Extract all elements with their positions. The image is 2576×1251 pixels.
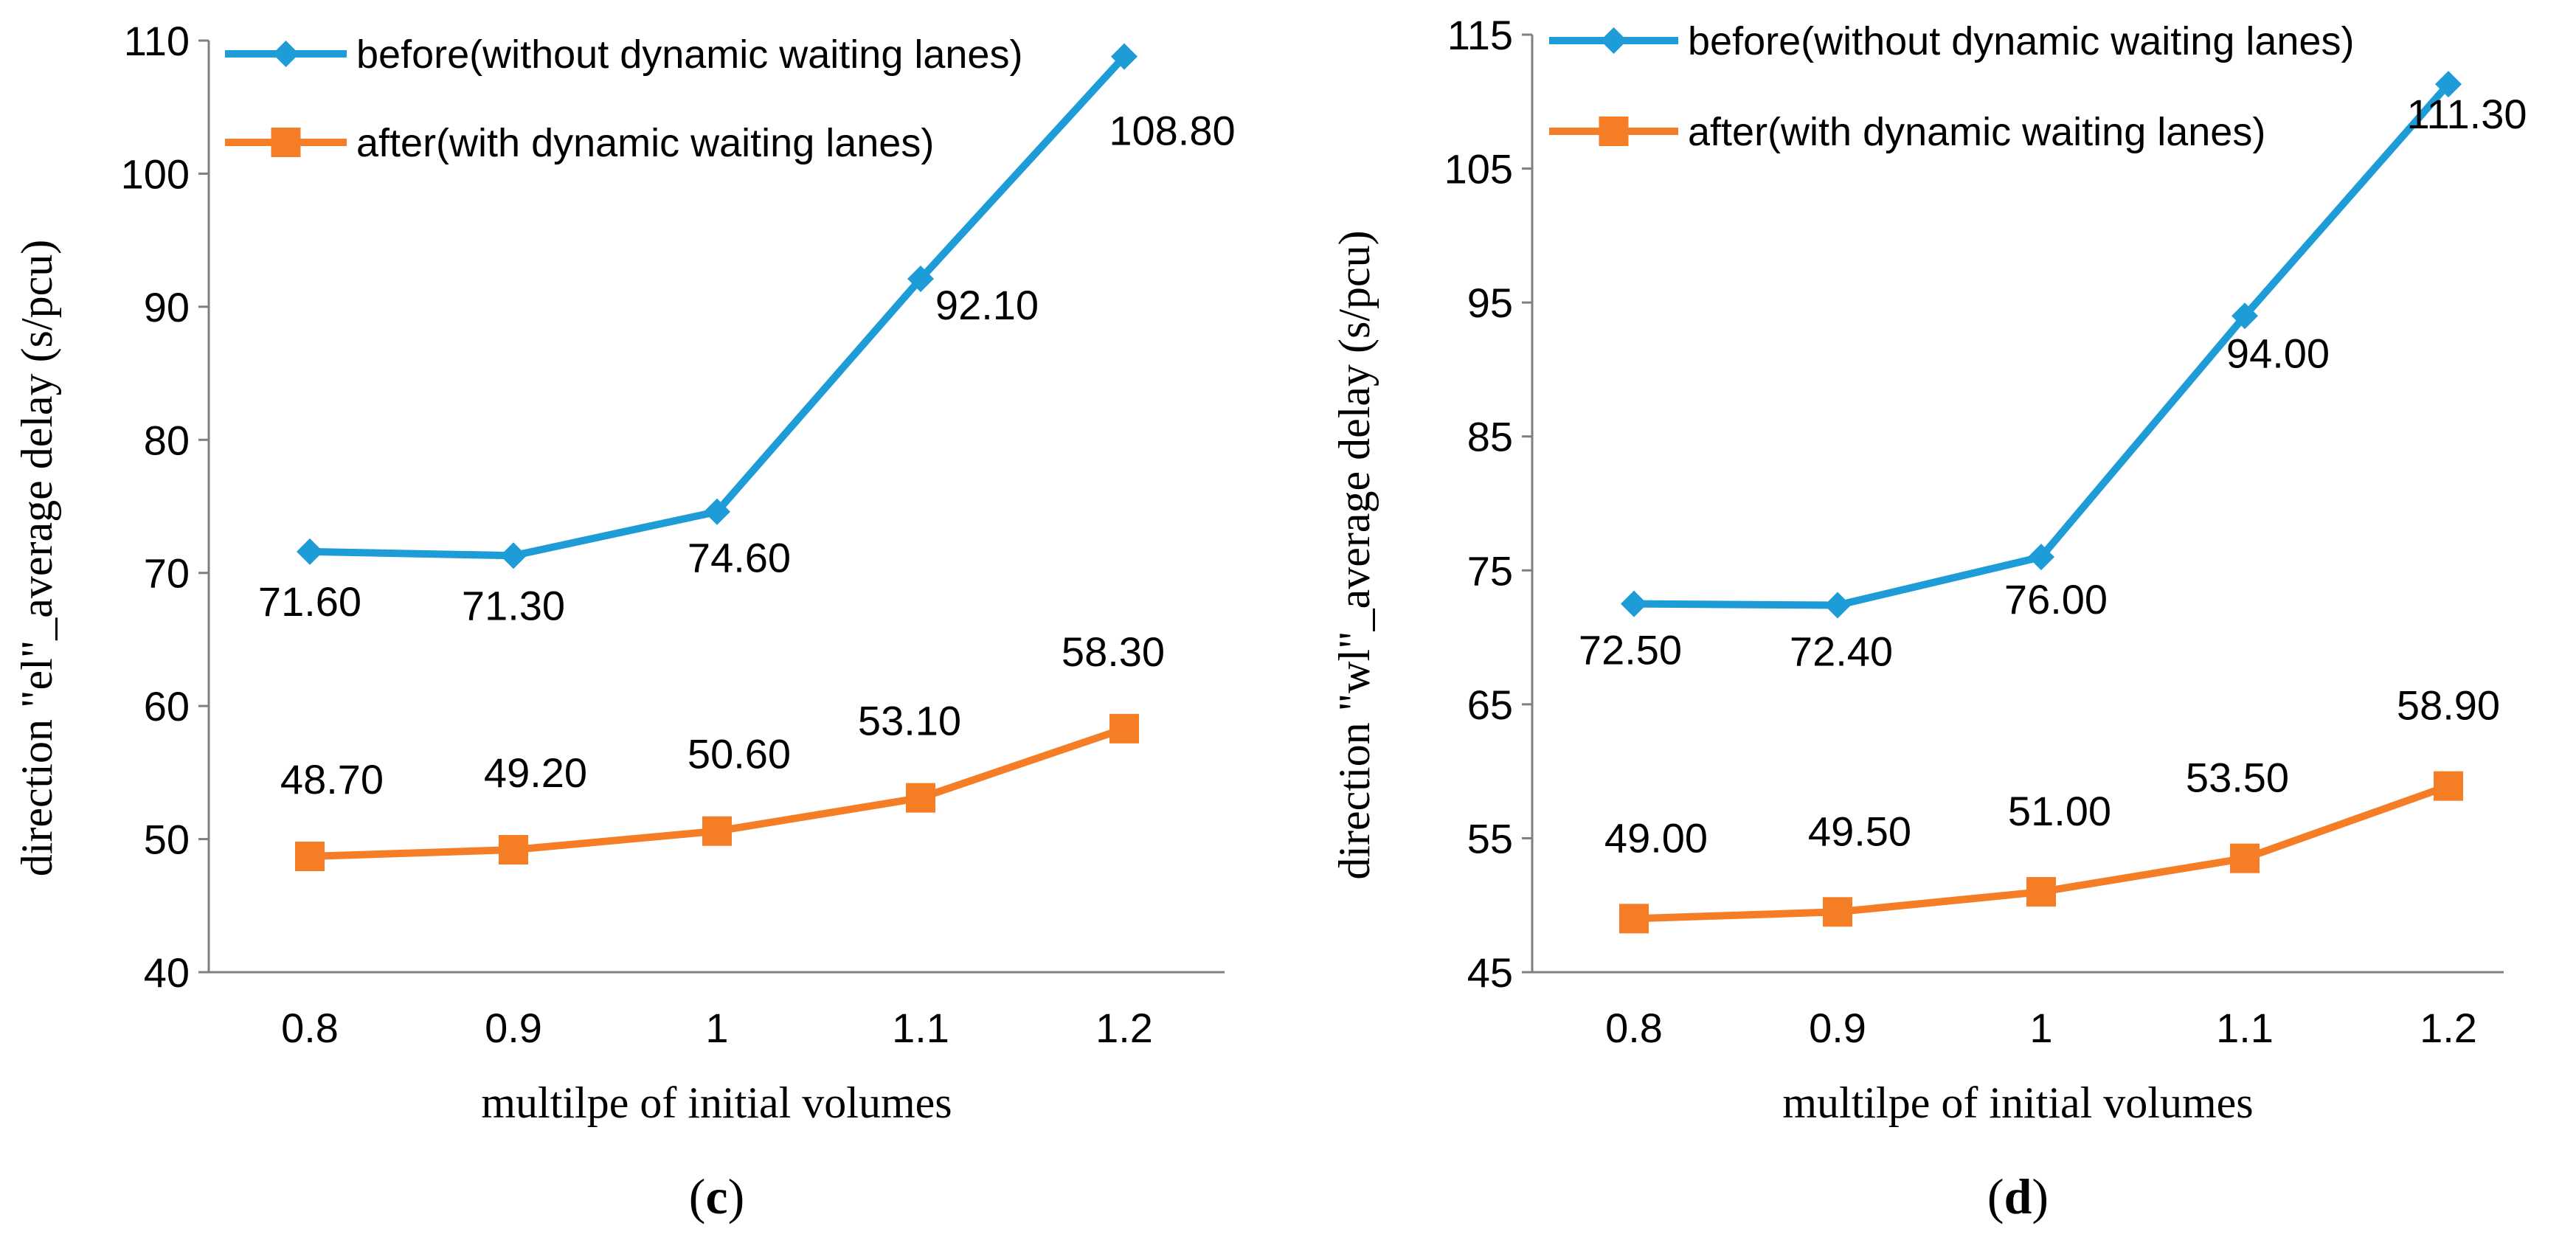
- legend-label: after(with dynamic waiting lanes): [356, 121, 934, 165]
- caption-letter: c: [705, 1168, 727, 1224]
- data-point-square: [1619, 904, 1649, 934]
- y-tick-label: 60: [144, 683, 190, 730]
- x-tick-label: 0.8: [1605, 1005, 1663, 1051]
- data-label: 74.60: [688, 535, 791, 581]
- caption-letter: d: [2004, 1168, 2032, 1224]
- y-tick-label: 50: [144, 817, 190, 863]
- data-label: 71.30: [462, 582, 565, 628]
- x-tick-label: 0.8: [281, 1005, 339, 1051]
- data-point-diamond: [2435, 71, 2462, 98]
- data-label: 92.10: [935, 282, 1039, 328]
- data-label: 49.50: [1808, 808, 1911, 854]
- y-axis-title: direction "el"_average delay (s/pcu): [13, 240, 61, 877]
- x-tick-label: 1: [2029, 1005, 2052, 1051]
- y-tick-label: 70: [144, 550, 190, 597]
- legend-marker-diamond: [1600, 27, 1627, 54]
- data-label: 50.60: [688, 731, 791, 777]
- y-tick-label: 90: [144, 284, 190, 330]
- y-tick-label: 80: [144, 417, 190, 463]
- x-axis-title: multilpe of initial volumes: [1782, 1078, 2253, 1127]
- data-label: 48.70: [280, 756, 384, 803]
- x-tick-label: 1.1: [892, 1005, 949, 1051]
- data-point-diamond: [1111, 43, 1138, 70]
- data-label: 72.50: [1579, 627, 1682, 673]
- data-point-square: [2434, 771, 2463, 801]
- legend-marker-square: [271, 128, 301, 157]
- chart-panel-d: 45 55 65 75 85 95 105 115 0.8 0.9 1 1.1 1.2 multilpe …: [1330, 12, 2527, 1224]
- data-label: 58.30: [1062, 628, 1165, 675]
- y-axis-title: direction "wl"_average delay (s/pcu): [1330, 230, 1379, 879]
- data-point-square: [1109, 713, 1139, 744]
- data-point-diamond: [1621, 590, 1647, 617]
- caption-paren-close: ): [728, 1168, 745, 1224]
- y-tick-label: 75: [1467, 547, 1513, 594]
- legend-label: before(without dynamic waiting lanes): [356, 32, 1022, 77]
- x-tick-label: 1.2: [1095, 1005, 1153, 1051]
- legend-marker-diamond: [272, 41, 300, 67]
- x-tick-label: 1.1: [2216, 1005, 2274, 1051]
- data-label: 72.40: [1790, 628, 1893, 674]
- data-label: 111.30: [2407, 91, 2527, 137]
- legend-marker-square: [1599, 117, 1629, 146]
- data-label: 58.90: [2397, 682, 2500, 729]
- x-tick-label: 1.2: [2420, 1005, 2477, 1051]
- caption-paren-open: (: [1987, 1168, 2004, 1224]
- y-tick-label: 105: [1444, 146, 1513, 193]
- y-tick-label: 100: [121, 150, 190, 197]
- data-point-square: [2230, 843, 2260, 873]
- panel-caption: (c): [689, 1168, 745, 1224]
- chart-panel-c: 40 50 60 70 80 90 100 110 0.8 0.9 1 1.1 1.2 multilpe …: [13, 18, 1236, 1224]
- data-point-diamond: [1824, 592, 1851, 619]
- data-point-square: [295, 842, 325, 872]
- data-point-diamond: [2028, 544, 2054, 571]
- data-point-square: [1823, 897, 1852, 927]
- y-tick-label: 110: [124, 18, 190, 64]
- panel-caption: (d): [1987, 1168, 2049, 1224]
- x-axis-title: multilpe of initial volumes: [481, 1078, 952, 1127]
- y-tick-label: 115: [1447, 12, 1513, 58]
- y-tick-label: 40: [144, 949, 190, 996]
- data-label: 53.10: [858, 698, 961, 744]
- data-label: 51.00: [2008, 788, 2111, 834]
- data-point-square: [702, 816, 732, 846]
- data-point-diamond: [907, 265, 934, 292]
- data-point-square: [499, 835, 528, 865]
- y-tick-label: 95: [1467, 280, 1513, 326]
- x-tick-label: 0.9: [485, 1005, 542, 1051]
- data-point-diamond: [297, 538, 323, 565]
- x-tick-label: 1: [705, 1005, 728, 1051]
- data-point-diamond: [500, 542, 527, 569]
- data-point-square: [906, 783, 935, 813]
- x-tick-label: 0.9: [1809, 1005, 1866, 1051]
- data-label: 108.80: [1109, 108, 1235, 154]
- y-tick-label: 45: [1467, 949, 1513, 996]
- y-tick-label: 55: [1467, 815, 1513, 862]
- y-tick-label: 65: [1467, 682, 1513, 728]
- caption-paren-open: (: [689, 1168, 706, 1224]
- data-label: 76.00: [2004, 576, 2108, 623]
- data-point-diamond: [704, 498, 730, 525]
- legend-label: before(without dynamic waiting lanes): [1688, 19, 2354, 63]
- data-label: 53.50: [2186, 755, 2289, 801]
- data-label: 94.00: [2226, 330, 2330, 376]
- data-point-square: [2026, 877, 2056, 907]
- data-label: 49.20: [484, 749, 587, 796]
- legend-label: after(with dynamic waiting lanes): [1688, 110, 2265, 154]
- data-point-diamond: [2232, 302, 2258, 330]
- data-label: 71.60: [258, 578, 361, 625]
- y-tick-label: 85: [1467, 414, 1513, 460]
- data-label: 49.00: [1604, 814, 1708, 861]
- caption-paren-close: ): [2032, 1168, 2049, 1224]
